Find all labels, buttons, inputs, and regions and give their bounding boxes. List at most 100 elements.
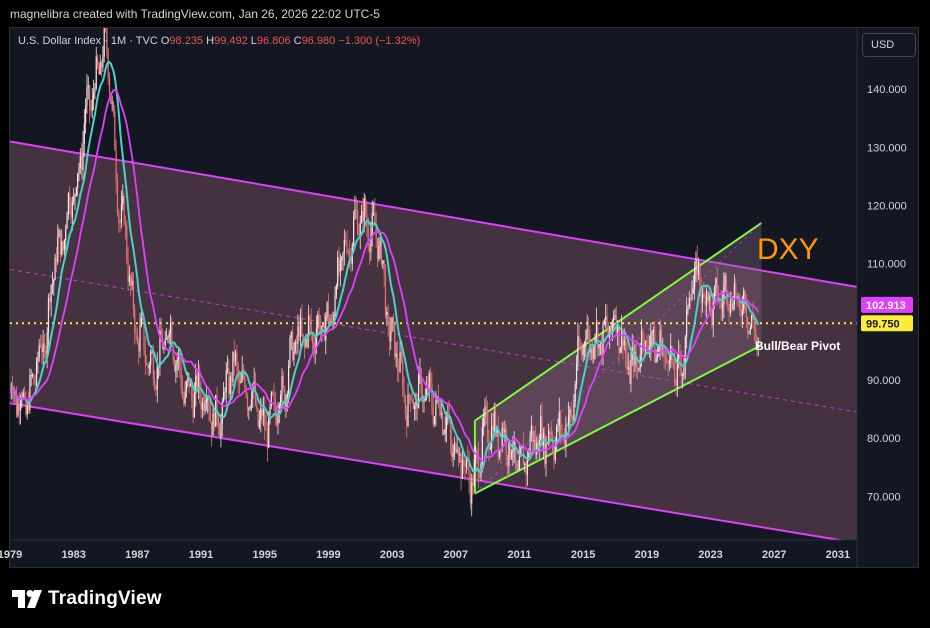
candle-body bbox=[34, 384, 36, 386]
candle-body bbox=[204, 402, 206, 411]
candle-body bbox=[636, 368, 639, 370]
candle-body bbox=[50, 285, 52, 303]
candle-body bbox=[317, 314, 319, 328]
candle-body bbox=[142, 317, 144, 321]
candle-body bbox=[224, 391, 226, 393]
candle-body bbox=[440, 413, 442, 415]
candle-body bbox=[388, 324, 391, 342]
candle-body bbox=[253, 381, 255, 385]
candle-body bbox=[494, 411, 497, 433]
candle-body bbox=[349, 252, 351, 255]
candle-body bbox=[138, 343, 140, 352]
candle-body bbox=[360, 210, 363, 223]
candle-body bbox=[751, 315, 753, 328]
candle-body bbox=[601, 343, 603, 357]
candle-body bbox=[484, 406, 486, 419]
x-tick-label: 2023 bbox=[698, 549, 722, 561]
candle-body bbox=[521, 445, 523, 448]
candle-body bbox=[433, 416, 436, 425]
candle-body bbox=[459, 454, 461, 456]
candle-body bbox=[567, 415, 570, 426]
candle-body bbox=[289, 338, 291, 366]
candle-body bbox=[240, 381, 242, 384]
candle-body bbox=[250, 399, 253, 407]
chart-caption: magnelibra created with TradingView.com,… bbox=[10, 7, 380, 21]
candle-body bbox=[491, 425, 493, 448]
channel-upper-line bbox=[10, 140, 857, 288]
candle-body bbox=[595, 321, 598, 336]
candle-body bbox=[602, 323, 604, 357]
candle-body bbox=[497, 428, 499, 457]
candle-body bbox=[560, 411, 562, 431]
candle-body bbox=[86, 87, 88, 106]
candle-body bbox=[140, 317, 142, 327]
candle-body bbox=[553, 451, 555, 461]
candle-body bbox=[298, 325, 300, 337]
candle-body bbox=[280, 394, 282, 405]
candle-body bbox=[690, 297, 692, 300]
candle-body bbox=[379, 240, 381, 247]
candle-body bbox=[305, 338, 307, 347]
candle-body bbox=[303, 341, 306, 347]
candle-body bbox=[144, 350, 146, 364]
candle-body bbox=[452, 452, 454, 457]
candle-body bbox=[550, 431, 552, 436]
currency-button[interactable]: USD bbox=[862, 33, 916, 57]
candle-body bbox=[131, 280, 133, 286]
candle-body bbox=[85, 105, 87, 124]
candle-body bbox=[297, 325, 299, 344]
candle-body bbox=[62, 241, 64, 251]
candle-body bbox=[116, 181, 119, 213]
candle-body bbox=[384, 273, 387, 316]
candle-body bbox=[335, 286, 337, 296]
candle-body bbox=[735, 283, 737, 294]
high-label: H bbox=[206, 35, 215, 47]
candle-body bbox=[203, 402, 205, 411]
candle-body bbox=[536, 442, 538, 455]
y-tick-label: 80.000 bbox=[867, 433, 901, 445]
x-tick-label: 1979 bbox=[0, 549, 22, 561]
candle-body bbox=[444, 428, 446, 435]
candle-body bbox=[724, 275, 726, 286]
candle-body bbox=[339, 260, 341, 272]
candle-body bbox=[498, 449, 501, 457]
candle-body bbox=[716, 278, 718, 296]
candle-body bbox=[168, 333, 170, 338]
candle-body bbox=[188, 372, 190, 387]
tradingview-logo[interactable]: TradingView bbox=[12, 588, 162, 610]
high-value: 99.492 bbox=[214, 35, 248, 47]
candle-body bbox=[465, 459, 468, 467]
symbol-name[interactable]: U.S. Dollar Index · 1M · TVC bbox=[18, 35, 158, 47]
candle-body bbox=[232, 351, 234, 382]
candle-body bbox=[184, 391, 186, 404]
candle-body bbox=[74, 194, 76, 198]
x-tick-label: 2015 bbox=[571, 549, 595, 561]
candle-body bbox=[423, 400, 425, 402]
candle-body bbox=[739, 299, 741, 311]
candle-body bbox=[611, 320, 613, 332]
candle-body bbox=[644, 340, 647, 351]
candle-body bbox=[514, 441, 517, 464]
candle-body bbox=[285, 397, 287, 410]
candle-body bbox=[212, 413, 214, 436]
candle-body bbox=[407, 394, 409, 427]
candle-body bbox=[368, 246, 371, 253]
candle-body bbox=[152, 352, 154, 380]
candle-body bbox=[668, 359, 670, 364]
candle-body bbox=[457, 449, 460, 456]
candle-body bbox=[173, 359, 176, 371]
candle-body bbox=[451, 440, 453, 457]
candle-body bbox=[691, 293, 693, 300]
candle-body bbox=[642, 330, 644, 342]
candle-body bbox=[318, 314, 320, 329]
candle-body bbox=[756, 336, 758, 348]
candle-body bbox=[67, 193, 69, 215]
candle-body bbox=[485, 406, 487, 411]
x-tick-label: 1995 bbox=[252, 549, 276, 561]
candle-body bbox=[337, 257, 339, 287]
candle-body bbox=[481, 427, 483, 464]
candle-body bbox=[562, 436, 564, 438]
candle-body bbox=[614, 315, 616, 317]
candle-body bbox=[33, 374, 35, 385]
